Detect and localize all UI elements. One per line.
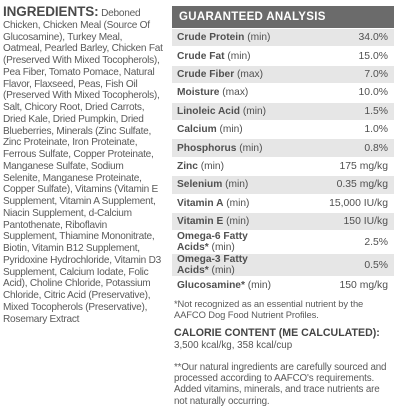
nutrient-basis: (min) xyxy=(208,242,235,254)
analysis-row: Calcium (min) 1.0% xyxy=(172,119,394,139)
nutrient-name: Crude Protein (min) xyxy=(172,27,283,47)
nutrient-value: 1.5% xyxy=(283,101,394,121)
nutrient-name: Selenium (min) xyxy=(172,175,283,195)
nutrient-name: Omega-3 Fatty Acids* (min) xyxy=(172,253,283,277)
nutrient-basis: (min) xyxy=(224,50,251,62)
nutrient-value: 34.0% xyxy=(283,27,394,47)
ingredients-panel: INGREDIENTS: Deboned Chicken, Chicken Me… xyxy=(3,4,163,325)
nutrient-label: Vitamin A xyxy=(177,197,224,209)
aafco-note: *Not recognized as an essential nutrient… xyxy=(174,297,364,320)
nutrient-label: Zinc xyxy=(177,160,198,172)
nutrient-value: 175 mg/kg xyxy=(283,156,394,176)
analysis-row: Moisture (max) 10.0% xyxy=(172,83,394,103)
nutrient-name: Linoleic Acid (min) xyxy=(172,101,283,121)
nutrient-value: 0.8% xyxy=(283,138,394,158)
nutrient-value: 10.0% xyxy=(283,83,394,103)
nutrient-basis: (max) xyxy=(219,87,249,99)
nutrient-basis: (min) xyxy=(240,105,267,117)
nutrient-value: 0.35 mg/kg xyxy=(283,175,394,195)
guaranteed-analysis-panel: GUARANTEED ANALYSIS Crude Protein (min) 3… xyxy=(172,6,394,407)
nutrient-basis: (min) xyxy=(208,265,235,277)
nutrient-basis: (min) xyxy=(222,179,249,191)
analysis-row: Phosphorus (min) 0.8% xyxy=(172,138,394,158)
ingredients-list: Deboned Chicken, Chicken Meal (Source Of… xyxy=(3,8,163,325)
analysis-row: Omega-6 Fatty Acids* (min) 2.5% xyxy=(172,230,394,254)
analysis-row: Glucosamine* (min) 150 mg/kg xyxy=(172,276,394,295)
nutrient-value: 15,000 IU/kg xyxy=(283,193,394,213)
analysis-row: Crude Protein (min) 34.0% xyxy=(172,27,394,47)
guaranteed-analysis-header: GUARANTEED ANALYSIS xyxy=(172,6,394,28)
analysis-row: Omega-3 Fatty Acids* (min) 0.5% xyxy=(172,253,394,277)
guaranteed-analysis-table: Crude Protein (min) 34.0% Crude Fat (min) 1… xyxy=(172,27,394,295)
nutrient-label: Vitamin E xyxy=(177,216,224,228)
nutrient-basis: (min) xyxy=(223,216,250,228)
nutrient-basis: (min) xyxy=(216,124,243,136)
nutrient-name: Glucosamine* (min) xyxy=(172,276,283,295)
nutrient-basis: (min) xyxy=(197,160,224,172)
nutrient-name: Zinc (min) xyxy=(172,156,283,176)
nutrient-label: Moisture xyxy=(177,87,220,99)
nutrient-label: Omega-3 Fatty Acids* xyxy=(177,254,248,277)
nutrient-label: Calcium xyxy=(177,124,217,136)
nutrient-value: 2.5% xyxy=(283,230,394,254)
analysis-row: Selenium (min) 0.35 mg/kg xyxy=(172,175,394,195)
nutrient-basis: (min) xyxy=(244,280,271,292)
nutrient-label: Crude Fiber xyxy=(177,68,235,80)
analysis-row: Linoleic Acid (min) 1.5% xyxy=(172,101,394,121)
analysis-row: Vitamin E (min) 150 IU/kg xyxy=(172,211,394,231)
nutrient-label: Omega-6 Fatty Acids* xyxy=(177,231,248,254)
nutrient-name: Vitamin A (min) xyxy=(172,193,283,213)
analysis-row: Crude Fiber (max) 7.0% xyxy=(172,64,394,84)
natural-ingredients-footnote: **Our natural ingredients are carefully … xyxy=(174,361,387,407)
nutrient-name: Phosphorus (min) xyxy=(172,138,283,158)
nutrient-value: 0.5% xyxy=(283,253,394,277)
nutrient-value: 150 mg/kg xyxy=(283,276,394,295)
nutrient-name: Calcium (min) xyxy=(172,119,283,139)
nutrient-value: 150 IU/kg xyxy=(283,211,394,231)
nutrient-basis: (min) xyxy=(244,32,271,44)
nutrient-name: Crude Fiber (max) xyxy=(172,64,283,84)
nutrient-basis: (min) xyxy=(236,142,263,154)
nutrient-value: 15.0% xyxy=(283,46,394,66)
ingredients-heading: INGREDIENTS: xyxy=(3,4,99,19)
nutrient-label: Phosphorus xyxy=(177,142,237,154)
nutrient-basis: (min) xyxy=(223,197,250,209)
analysis-row: Zinc (min) 175 mg/kg xyxy=(172,156,394,176)
nutrient-name: Moisture (max) xyxy=(172,83,283,103)
nutrient-label: Selenium xyxy=(177,179,223,191)
nutrient-label: Glucosamine* xyxy=(177,280,245,292)
nutrient-name: Omega-6 Fatty Acids* (min) xyxy=(172,230,283,254)
calorie-content-title: CALORIE CONTENT (ME CALCULATED): xyxy=(174,326,380,339)
nutrient-name: Crude Fat (min) xyxy=(172,46,283,66)
nutrient-label: Linoleic Acid xyxy=(177,105,241,117)
nutrient-value: 1.0% xyxy=(283,119,394,139)
nutrient-value: 7.0% xyxy=(283,64,394,84)
nutrient-label: Crude Fat xyxy=(177,50,225,62)
nutrient-name: Vitamin E (min) xyxy=(172,211,283,231)
analysis-row: Vitamin A (min) 15,000 IU/kg xyxy=(172,193,394,213)
nutrient-label: Crude Protein xyxy=(177,32,245,44)
analysis-row: Crude Fat (min) 15.0% xyxy=(172,46,394,66)
nutrient-basis: (max) xyxy=(234,68,264,80)
calorie-content-value: 3,500 kcal/kg, 358 kcal/cup xyxy=(174,339,293,351)
